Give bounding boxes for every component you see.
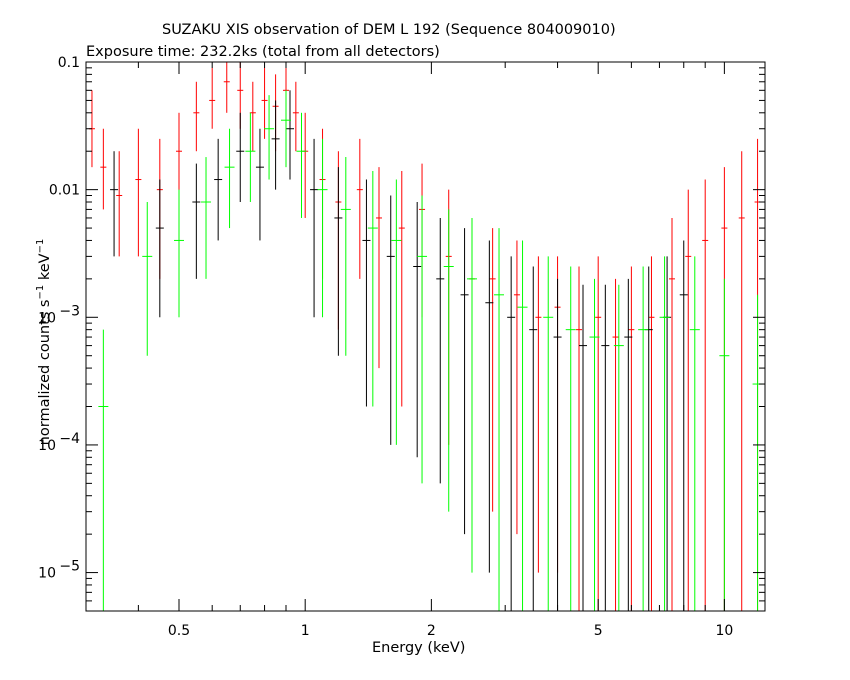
y-tick-label-exp: −4 <box>59 431 80 447</box>
y-tick-label: 0.1 <box>58 55 80 71</box>
y-tick-label-base: 10 <box>38 438 56 454</box>
y-tick-label: 0.01 <box>49 183 80 199</box>
y-axis-label-base: normalized counts s <box>36 299 53 446</box>
y-tick-label: 10 <box>38 310 56 326</box>
y-tick-label-exp: −3 <box>59 303 80 319</box>
x-axis-label: Energy (keV) <box>372 640 466 656</box>
series-1 <box>110 90 688 611</box>
y-axis-label-exp1: −1 <box>35 284 47 300</box>
y-axis-label-mid: keV <box>36 253 53 285</box>
axis-layer: 0.5 1 2 5 100.10.01−310−410−510 <box>38 55 765 639</box>
x-tick-label: 10 <box>715 623 733 639</box>
chart-subtitle: Exposure time: 232.2ks (total from all d… <box>86 44 440 60</box>
series-2 <box>98 90 763 611</box>
chart-title: SUZAKU XIS observation of DEM L 192 (Seq… <box>162 22 616 38</box>
y-tick-label: 10 <box>38 438 56 454</box>
x-tick-label: 0.5 <box>168 623 190 639</box>
x-tick-label: 1 <box>301 623 310 639</box>
plot-frame <box>85 61 766 612</box>
y-axis-label: normalized counts s−1 keV−1 <box>35 239 53 446</box>
y-tick-label-exp: −5 <box>59 559 80 575</box>
y-tick-label-base: 10 <box>38 310 56 326</box>
y-tick-label: 10 <box>38 566 56 582</box>
data-layer <box>88 62 763 611</box>
x-tick-label: 5 <box>594 623 603 639</box>
series-0 <box>88 62 761 611</box>
y-axis-label-exp2: −1 <box>35 238 47 254</box>
y-tick-label-base: 10 <box>38 566 56 582</box>
x-tick-label: 2 <box>427 623 436 639</box>
